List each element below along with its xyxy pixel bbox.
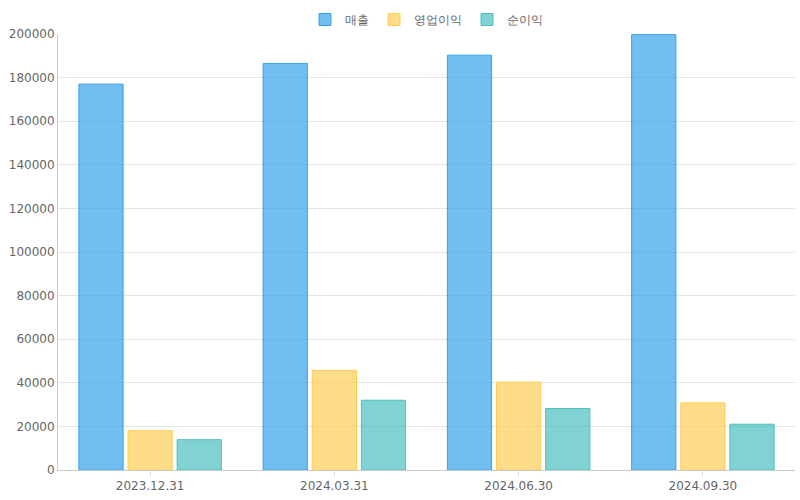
svg-text:2023.12.31: 2023.12.31 xyxy=(116,479,185,493)
svg-text:100000: 100000 xyxy=(9,245,55,259)
svg-text:영업이익: 영업이익 xyxy=(414,13,462,27)
svg-text:40000: 40000 xyxy=(16,376,54,390)
svg-text:80000: 80000 xyxy=(16,289,54,303)
svg-text:0: 0 xyxy=(47,463,55,477)
svg-text:120000: 120000 xyxy=(9,202,55,216)
svg-text:140000: 140000 xyxy=(9,158,55,172)
svg-text:2024.09.30: 2024.09.30 xyxy=(669,479,738,493)
svg-text:순이익: 순이익 xyxy=(507,13,543,27)
svg-text:2024.03.31: 2024.03.31 xyxy=(300,479,369,493)
svg-text:2024.06.30: 2024.06.30 xyxy=(484,479,553,493)
svg-text:200000: 200000 xyxy=(9,27,55,41)
svg-text:180000: 180000 xyxy=(9,71,55,85)
svg-text:60000: 60000 xyxy=(16,332,54,346)
svg-text:20000: 20000 xyxy=(16,420,54,434)
svg-text:매출: 매출 xyxy=(345,13,369,27)
svg-text:160000: 160000 xyxy=(9,114,55,128)
